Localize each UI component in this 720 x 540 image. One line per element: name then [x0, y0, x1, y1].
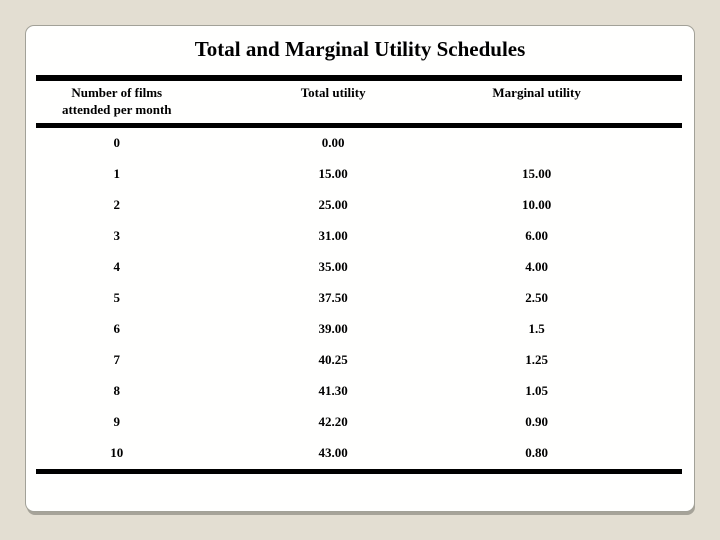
total-utility-cell: 43.00	[318, 445, 348, 461]
spacer-cell	[604, 252, 682, 283]
marginal-utility-cell: 0.90	[525, 414, 549, 430]
marginal-utility-cell: 15.00	[522, 166, 552, 182]
films-cell: 6	[113, 321, 121, 337]
total-utility-cell: 42.20	[318, 414, 348, 430]
total-utility-cell: 40.25	[318, 352, 348, 368]
marginal-utility-cell: 4.00	[525, 259, 549, 275]
marginal-utility-cell: 1.5	[528, 321, 545, 337]
marginal-utility-cell: 10.00	[522, 197, 552, 213]
table-row: 7 40.25 1.25	[36, 345, 682, 376]
spacer-cell	[604, 376, 682, 407]
table-row: 4 35.00 4.00	[36, 252, 682, 283]
marginal-utility-cell: 1.25	[525, 352, 549, 368]
marginal-utility-cell: 6.00	[525, 228, 549, 244]
spacer-cell	[604, 314, 682, 345]
spacer-cell	[604, 159, 682, 190]
total-utility-cell: 15.00	[318, 166, 348, 182]
total-utility-cell: 0.00	[321, 135, 345, 151]
spacer-column-header	[604, 78, 682, 125]
spacer-cell	[604, 283, 682, 314]
spacer-cell	[604, 125, 682, 159]
table-row: 2 25.00 10.00	[36, 190, 682, 221]
utility-table-container: Number of films attended per month Total…	[36, 75, 682, 474]
spacer-cell	[604, 345, 682, 376]
spacer-cell	[604, 407, 682, 438]
table-row: 6 39.00 1.5	[36, 314, 682, 345]
header-row: Number of films attended per month Total…	[36, 78, 682, 126]
spacer-cell	[604, 438, 682, 472]
table-row: 1 15.00 15.00	[36, 159, 682, 190]
table-row: 10 43.00 0.80	[36, 438, 682, 472]
page-title: Total and Marginal Utility Schedules	[194, 37, 526, 61]
marginal-utility-cell: 2.50	[525, 290, 549, 306]
films-cell: 5	[113, 290, 121, 306]
marginal-utility-cell: 1.05	[525, 383, 549, 399]
total-utility-cell: 31.00	[318, 228, 348, 244]
total-utility-cell: 25.00	[318, 197, 348, 213]
films-header-line2: attended per month	[61, 101, 172, 117]
total-utility-cell: 39.00	[318, 321, 348, 337]
films-cell: 4	[113, 259, 121, 275]
films-cell: 8	[113, 383, 121, 399]
table-row: 5 37.50 2.50	[36, 283, 682, 314]
table-row: 9 42.20 0.90	[36, 407, 682, 438]
films-cell: 10	[110, 445, 124, 461]
spacer-cell	[604, 190, 682, 221]
table-row: 8 41.30 1.05	[36, 376, 682, 407]
films-column-header: Number of films attended per month	[36, 78, 198, 125]
films-cell: 0	[113, 135, 121, 151]
films-cell: 3	[113, 228, 121, 244]
utility-table: Number of films attended per month Total…	[36, 75, 682, 474]
films-cell: 1	[113, 166, 121, 182]
films-header-line1: Number of films	[71, 85, 163, 101]
total-utility-cell: 37.50	[318, 290, 348, 306]
marginal-utility-cell	[469, 125, 605, 159]
total-utility-column-header: Total utility	[300, 85, 366, 101]
total-utility-cell: 35.00	[318, 259, 348, 275]
total-utility-cell: 41.30	[318, 383, 348, 399]
table-row: 0 0.00	[36, 125, 682, 159]
marginal-utility-column-header: Marginal utility	[492, 85, 581, 101]
slide-card: Total and Marginal Utility Schedules Num…	[25, 25, 695, 512]
films-cell: 9	[113, 414, 121, 430]
marginal-utility-cell: 0.80	[525, 445, 549, 461]
table-row: 3 31.00 6.00	[36, 221, 682, 252]
spacer-cell	[604, 221, 682, 252]
films-cell: 7	[113, 352, 121, 368]
films-cell: 2	[113, 197, 121, 213]
